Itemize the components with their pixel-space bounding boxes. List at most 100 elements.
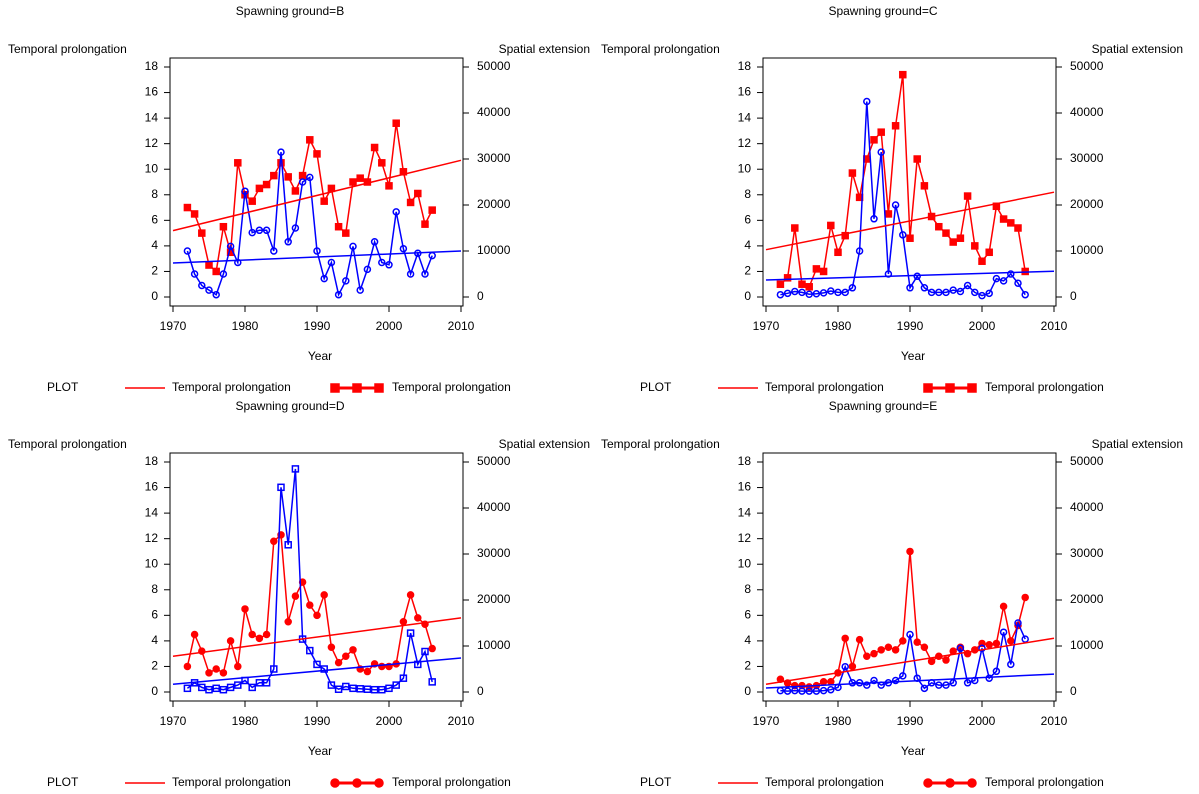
x-tick-label: 2000	[376, 714, 403, 728]
marker	[906, 630, 914, 639]
series-line	[186, 152, 433, 297]
chart-title: Spawning ground=D	[235, 399, 344, 413]
marker	[848, 284, 857, 292]
marker	[262, 226, 271, 235]
marker	[927, 657, 936, 666]
marker	[234, 258, 242, 267]
x-axis-label: Year	[308, 744, 332, 758]
marker	[812, 290, 821, 298]
y-tick-label: 6	[744, 608, 751, 622]
marker	[406, 629, 415, 637]
marker	[999, 628, 1008, 636]
marker	[313, 150, 321, 158]
marker	[270, 537, 278, 545]
marker	[819, 289, 828, 297]
marker	[349, 242, 357, 251]
marker	[241, 187, 249, 195]
marker	[877, 128, 885, 136]
marker	[205, 261, 213, 269]
marker	[190, 210, 199, 218]
x-tick-label: 2000	[969, 714, 996, 728]
y2-tick-label: 20000	[477, 197, 511, 211]
y2-tick-label: 40000	[477, 105, 511, 119]
marker	[1007, 637, 1015, 645]
x-tick-label: 2010	[448, 319, 475, 333]
marker	[978, 291, 986, 300]
y2-tick-label: 30000	[477, 546, 511, 560]
marker	[262, 679, 271, 687]
y-tick-label: 8	[151, 582, 158, 596]
marker	[414, 614, 422, 622]
y-tick-label: 6	[744, 213, 751, 227]
y-tick-label: 14	[145, 110, 159, 124]
y2-tick-label: 30000	[477, 151, 511, 165]
x-tick-label: 1980	[232, 714, 259, 728]
legend-title: PLOT	[47, 775, 79, 789]
marker	[985, 674, 993, 682]
y2-tick-label: 0	[477, 289, 484, 303]
y-tick-label: 10	[738, 556, 752, 570]
marker	[212, 665, 220, 673]
legend-title: PLOT	[640, 380, 672, 394]
marker	[205, 669, 213, 677]
y-tick-label: 0	[744, 684, 751, 698]
y2-tick-label: 50000	[477, 454, 511, 468]
marker	[320, 274, 328, 283]
marker	[399, 674, 408, 682]
marker	[971, 288, 979, 297]
legend-marker	[967, 778, 977, 788]
marker	[363, 685, 372, 693]
marker	[306, 173, 314, 182]
marker	[798, 280, 806, 288]
marker	[942, 229, 950, 237]
y2-tick-label: 10000	[1070, 243, 1104, 257]
y2-axis-label: Spatial extension	[1092, 42, 1183, 56]
marker	[855, 635, 864, 644]
x-tick-label: 2010	[1041, 319, 1068, 333]
y-tick-label: 8	[744, 582, 751, 596]
marker	[783, 274, 792, 282]
y-tick-label: 14	[738, 505, 752, 519]
legend-title: PLOT	[47, 380, 79, 394]
marker	[342, 229, 350, 237]
marker	[370, 238, 379, 246]
marker	[306, 601, 314, 609]
marker	[783, 289, 792, 298]
marker	[841, 634, 849, 643]
y2-axis-label: Spatial extension	[499, 42, 590, 56]
y-axis-label: Temporal prolongation	[601, 437, 720, 451]
y2-tick-label: 0	[1070, 289, 1077, 303]
marker	[212, 290, 220, 299]
marker	[827, 221, 835, 230]
y2-tick-label: 30000	[1070, 546, 1104, 560]
legend-marker	[923, 383, 933, 393]
marker	[805, 687, 813, 695]
plot-frame	[762, 452, 1057, 702]
y-tick-label: 4	[744, 238, 751, 252]
marker	[963, 679, 972, 687]
marker	[313, 611, 321, 620]
y-tick-label: 2	[151, 264, 158, 278]
x-tick-label: 1970	[160, 714, 187, 728]
marker	[370, 143, 379, 152]
y2-tick-label: 40000	[1070, 500, 1104, 514]
marker	[812, 265, 821, 273]
marker	[277, 148, 285, 156]
y-tick-label: 18	[145, 59, 159, 73]
marker	[342, 682, 350, 691]
marker	[414, 189, 422, 198]
y-tick-label: 18	[738, 454, 752, 468]
y2-tick-label: 10000	[1070, 638, 1104, 652]
marker	[920, 284, 929, 292]
marker	[392, 681, 400, 689]
marker	[356, 174, 364, 182]
marker	[848, 679, 857, 687]
marker	[978, 644, 986, 653]
marker	[805, 290, 813, 298]
marker	[942, 656, 950, 664]
marker	[855, 247, 864, 255]
legend-marker	[330, 383, 340, 393]
marker	[834, 288, 842, 297]
marker	[234, 159, 242, 167]
y2-tick-label: 20000	[477, 592, 511, 606]
